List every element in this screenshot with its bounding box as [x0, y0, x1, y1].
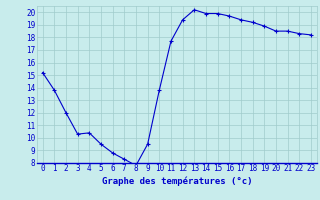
X-axis label: Graphe des températures (°c): Graphe des températures (°c) [101, 176, 252, 186]
